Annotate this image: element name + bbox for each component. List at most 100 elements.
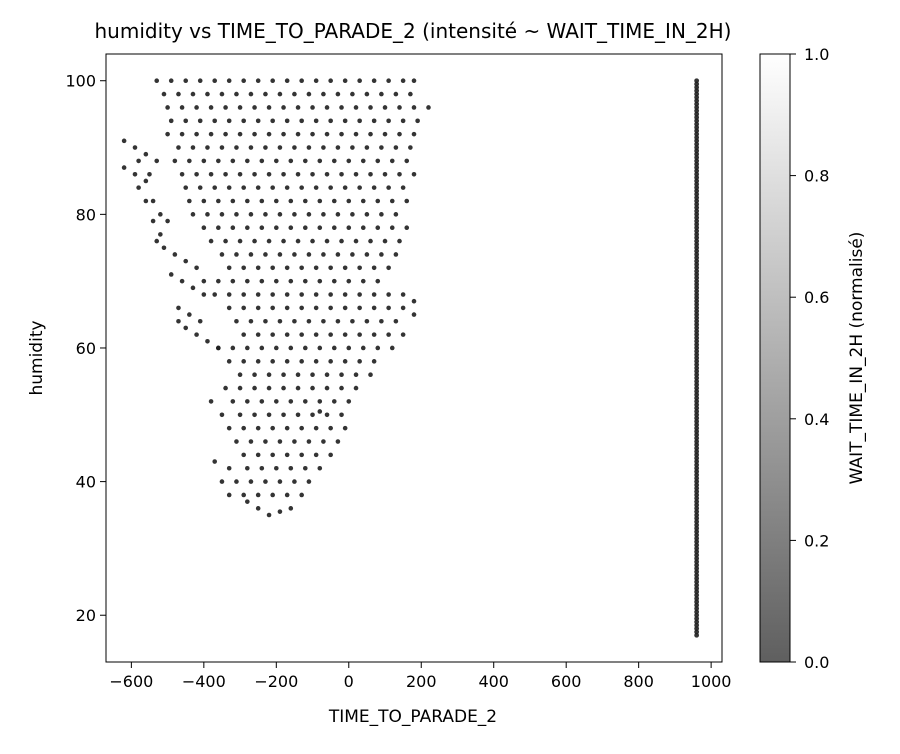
scatter-point xyxy=(694,542,700,548)
scatter-point xyxy=(342,305,348,311)
scatter-point xyxy=(335,439,341,444)
scatter-point xyxy=(313,425,319,431)
scatter-point xyxy=(274,198,279,204)
scatter-point xyxy=(281,131,286,137)
scatter-point xyxy=(357,265,362,271)
scatter-point xyxy=(187,158,192,164)
scatter-point xyxy=(288,345,294,351)
scatter-point xyxy=(694,288,700,294)
scatter-point xyxy=(339,131,344,137)
scatter-point xyxy=(252,385,257,391)
scatter-point xyxy=(259,225,265,231)
scatter-point xyxy=(187,198,192,204)
scatter-point xyxy=(168,272,174,277)
x-tick-label: 400 xyxy=(478,672,509,691)
scatter-point xyxy=(277,318,283,324)
scatter-point xyxy=(339,238,344,244)
scatter-point xyxy=(288,506,294,511)
scatter-point xyxy=(241,305,246,311)
scatter-point xyxy=(328,118,333,124)
scatter-point xyxy=(324,171,330,177)
scatter-point xyxy=(237,372,243,378)
scatter-point xyxy=(230,158,236,164)
scatter-point xyxy=(143,198,149,204)
scatter-point xyxy=(223,131,228,137)
scatter-point xyxy=(245,198,250,204)
scatter-point xyxy=(346,198,352,204)
scatter-point xyxy=(255,265,261,271)
scatter-point xyxy=(694,188,700,194)
scatter-point xyxy=(694,546,700,551)
scatter-point xyxy=(284,425,290,431)
scatter-point xyxy=(284,78,290,84)
scatter-point xyxy=(302,225,308,231)
scatter-point xyxy=(324,131,330,137)
scatter-point xyxy=(324,238,330,244)
scatter-point xyxy=(255,359,261,364)
scatter-point xyxy=(328,292,333,297)
scatter-point xyxy=(694,238,700,244)
scatter-point xyxy=(313,305,319,311)
scatter-point xyxy=(245,465,250,471)
scatter-point xyxy=(404,225,410,231)
scatter-point xyxy=(694,402,700,408)
scatter-point xyxy=(274,345,279,351)
y-tick-label: 40 xyxy=(76,473,96,492)
scatter-point xyxy=(694,81,700,87)
y-tick-label: 100 xyxy=(65,72,96,91)
scatter-point xyxy=(694,372,700,378)
scatter-point xyxy=(694,138,700,144)
scatter-point xyxy=(368,131,373,137)
colorbar-tick-label: 0.8 xyxy=(804,167,829,186)
scatter-point xyxy=(121,165,127,170)
scatter-point xyxy=(306,439,312,444)
scatter-point xyxy=(259,198,265,204)
scatter-point xyxy=(694,445,700,451)
scatter-point xyxy=(277,91,283,97)
scatter-point xyxy=(241,359,246,364)
scatter-point xyxy=(179,131,185,137)
scatter-point xyxy=(350,252,355,257)
scatter-point xyxy=(270,265,275,271)
scatter-point xyxy=(245,399,250,404)
scatter-point xyxy=(331,278,337,284)
scatter-point xyxy=(694,455,700,461)
scatter-point xyxy=(230,345,236,351)
scatter-point xyxy=(266,238,272,244)
x-axis-ticks: −600 −400 −200 0 200 400 600 800 1000 xyxy=(109,662,731,691)
scatter-point xyxy=(270,185,275,190)
scatter-point xyxy=(310,412,315,418)
scatter-point xyxy=(331,158,337,164)
scatter-point xyxy=(400,185,406,190)
scatter-point xyxy=(252,131,257,137)
scatter-point xyxy=(281,385,286,391)
scatter-point xyxy=(342,265,348,271)
scatter-point xyxy=(302,198,308,204)
scatter-point xyxy=(411,312,417,317)
chart-title: humidity vs TIME_TO_PARADE_2 (intensité … xyxy=(95,19,732,43)
scatter-point xyxy=(132,171,138,177)
scatter-point xyxy=(694,315,700,321)
scatter-point xyxy=(248,145,254,150)
scatter-point xyxy=(694,185,700,191)
scatter-point xyxy=(255,425,261,431)
scatter-point xyxy=(255,292,261,297)
scatter-point xyxy=(694,168,700,174)
scatter-point xyxy=(274,158,279,164)
scatter-point xyxy=(241,492,246,498)
scatter-point xyxy=(694,465,700,471)
scatter-point xyxy=(694,442,700,448)
scatter-point xyxy=(179,278,185,284)
scatter-point xyxy=(321,318,326,324)
scatter-point xyxy=(317,278,323,284)
scatter-point xyxy=(299,359,304,364)
scatter-point xyxy=(339,412,344,418)
scatter-point xyxy=(313,292,319,297)
scatter-point xyxy=(194,171,199,177)
scatter-point xyxy=(694,515,700,521)
scatter-point xyxy=(132,145,138,150)
scatter-point xyxy=(292,439,297,444)
scatter-point xyxy=(245,158,250,164)
scatter-point xyxy=(331,198,337,204)
scatter-point xyxy=(288,399,294,404)
